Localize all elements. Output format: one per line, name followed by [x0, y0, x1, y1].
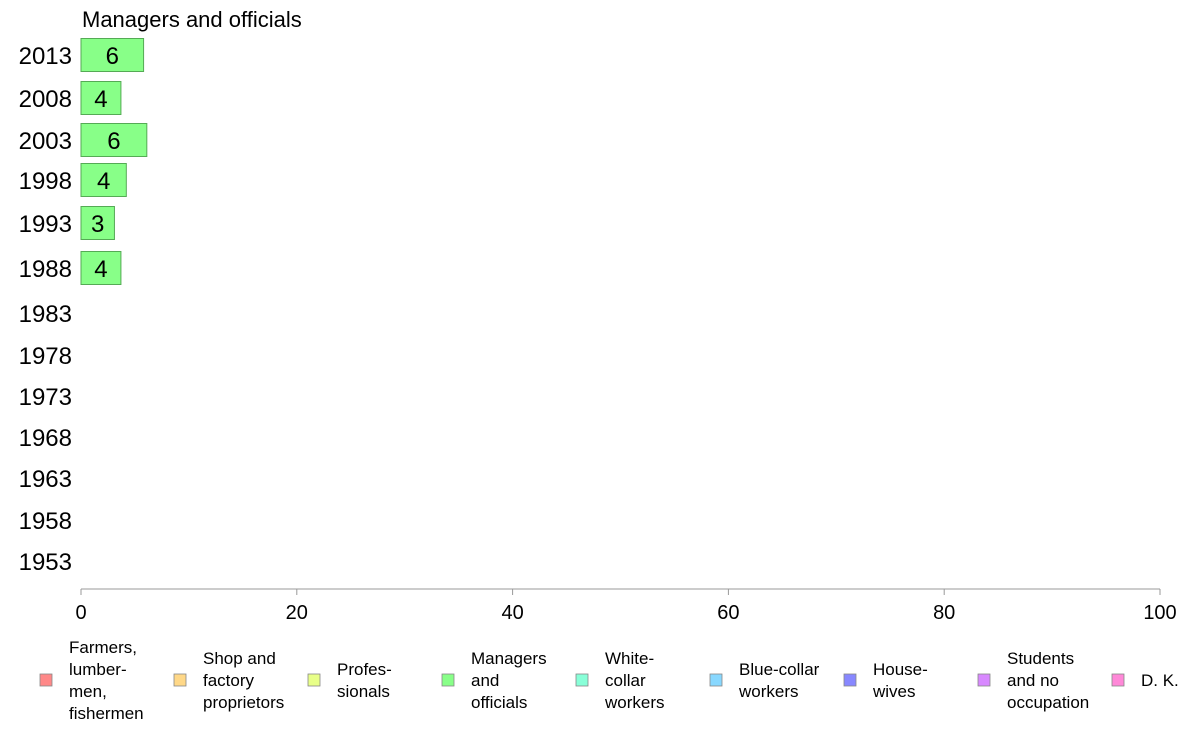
legend-label: White-collar workers	[604, 649, 665, 712]
legend-label-line: Students	[1007, 649, 1074, 668]
legend-swatch	[1111, 673, 1125, 687]
legend-swatch	[977, 673, 991, 687]
legend-label-line: collar	[605, 671, 646, 690]
bar-value-label: 4	[94, 86, 107, 113]
legend-swatch	[843, 673, 857, 687]
legend-label-line: Shop and	[203, 649, 276, 668]
bar-value-label: 3	[91, 211, 104, 238]
y-axis-labels: 2013 2008 2003 1998 1993 1988 1983 1978 1973 1968…	[19, 43, 72, 576]
x-tick-label: 100	[1143, 602, 1176, 624]
legend-label-line: and no	[1007, 671, 1059, 690]
y-tick-label: 1963	[19, 466, 72, 493]
legend-label: Managers and officials	[471, 649, 547, 712]
x-tick-label: 80	[933, 602, 955, 624]
y-tick-label: 1983	[19, 301, 72, 328]
bar-value-label: 6	[106, 43, 119, 70]
legend-label: Profes-sionals	[337, 660, 392, 701]
y-tick-label: 1998	[19, 168, 72, 195]
legend-swatch	[575, 673, 589, 687]
chart-title: Managers and officials	[82, 7, 302, 32]
y-tick-label: 2013	[19, 43, 72, 70]
x-tick-label: 20	[286, 602, 308, 624]
x-tick-label: 0	[75, 602, 86, 624]
legend-swatch	[441, 673, 455, 687]
legend-label-line: occupation	[1007, 693, 1089, 712]
bar-value-label: 4	[97, 168, 110, 195]
bar-value-label: 4	[94, 256, 107, 283]
bar	[80, 251, 122, 285]
legend-label-line: officials	[471, 693, 527, 712]
legend-label-line: wives	[872, 682, 916, 701]
legend-label: Students and no occupation	[1007, 649, 1089, 712]
legend-label-line: factory	[203, 671, 255, 690]
legend-label: Farmers, lumber-men, fishermen	[69, 638, 144, 723]
bar-value-label: 6	[107, 128, 120, 155]
legend-label: Blue-collar workers	[738, 660, 820, 701]
legend-label-line: fishermen	[69, 704, 144, 723]
bar	[80, 206, 115, 240]
legend-label-line: House-	[873, 660, 928, 679]
legend-swatch	[173, 673, 187, 687]
legend-label: D. K.	[1141, 671, 1179, 690]
bar	[80, 38, 145, 72]
x-axis: 0 20 40 60 80 100	[75, 588, 1177, 624]
legend-label: Shop and factory proprietors	[203, 649, 284, 712]
legend-label-line: White-	[605, 649, 654, 668]
y-tick-label: 1958	[19, 508, 72, 535]
legend-label-line: Profes-	[337, 660, 392, 679]
legend-label-line: sionals	[337, 682, 390, 701]
y-tick-label: 2008	[19, 86, 72, 113]
y-tick-label: 1988	[19, 256, 72, 283]
legend-label-line: workers	[738, 682, 799, 701]
legend-label-line: workers	[604, 693, 665, 712]
y-tick-label: 1968	[19, 425, 72, 452]
legend-label-line: Blue-collar	[739, 660, 820, 679]
legend-label-line: lumber-	[69, 660, 127, 679]
legend-label-line: D. K.	[1141, 671, 1179, 690]
y-tick-label: 2003	[19, 128, 72, 155]
legend-swatch	[709, 673, 723, 687]
legend-swatch	[307, 673, 321, 687]
legend-label-line: men,	[69, 682, 107, 701]
bar	[80, 81, 122, 115]
y-tick-label: 1953	[19, 549, 72, 576]
legend-label-line: Managers	[471, 649, 547, 668]
bar	[80, 123, 148, 157]
legend-swatch	[39, 673, 53, 687]
legend-label: House-wives	[872, 660, 928, 701]
legend-label-line: and	[471, 671, 499, 690]
bar	[80, 163, 127, 197]
x-tick-label: 40	[501, 602, 523, 624]
legend-label-line: proprietors	[203, 693, 284, 712]
y-tick-label: 1978	[19, 343, 72, 370]
x-tick-label: 60	[717, 602, 739, 624]
y-tick-label: 1973	[19, 384, 72, 411]
legend: Farmers, lumber-men, fishermen Shop and fact…	[39, 638, 1179, 723]
legend-label-line: Farmers,	[69, 638, 137, 657]
y-tick-label: 1993	[19, 211, 72, 238]
